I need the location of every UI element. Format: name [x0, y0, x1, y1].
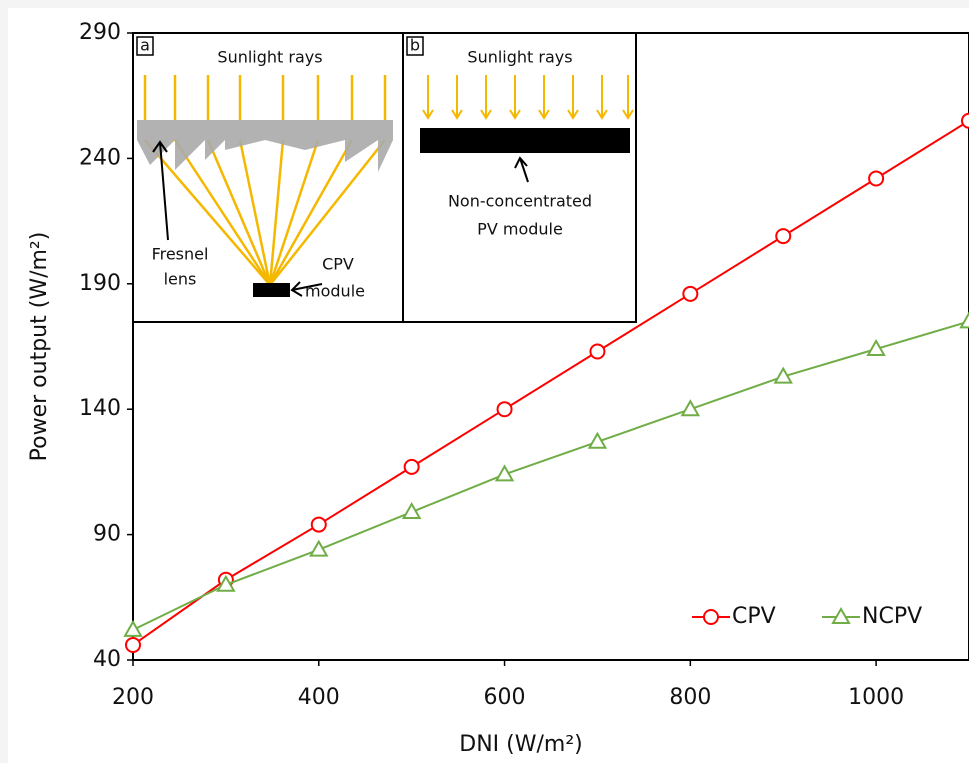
line [132, 119, 969, 646]
x-axis-label: DNI (W/m²) [459, 732, 582, 757]
annotation: b [410, 36, 420, 55]
legend: CPV NCPV [692, 604, 922, 629]
marker [682, 285, 699, 302]
y-axis-label: Power output (W/m²) [27, 232, 52, 462]
legend-label: CPV [732, 604, 776, 629]
series [125, 112, 969, 653]
marker [309, 539, 329, 557]
cpv-module [253, 283, 290, 297]
marker [494, 464, 515, 482]
inset-b-tag [406, 36, 424, 56]
marker [216, 574, 236, 592]
arrow [514, 156, 529, 183]
y-tick-label: 240 [79, 145, 121, 170]
series [123, 311, 969, 637]
rays-b [422, 75, 634, 120]
y-tick-label: 290 [79, 20, 121, 45]
arrow [152, 140, 169, 241]
y-tick-label: 90 [93, 522, 121, 547]
marker [401, 502, 422, 520]
x-tick-label: 600 [484, 685, 526, 710]
legend-marker [831, 606, 851, 624]
marker [589, 343, 606, 360]
annotation: lens [164, 270, 197, 289]
y-tick-label: 140 [79, 396, 121, 421]
y-tick-label: 40 [93, 647, 121, 672]
marker [773, 366, 793, 384]
marker [868, 170, 885, 187]
marker [403, 458, 420, 475]
y-tick-label: 190 [79, 271, 121, 296]
inset-a-tag [136, 36, 154, 56]
arrow [290, 281, 323, 297]
marker [866, 338, 886, 357]
rays-a [143, 75, 387, 286]
annotation: Non-concentrated [448, 192, 592, 211]
x-tick-label: 800 [669, 685, 711, 710]
line [132, 320, 969, 631]
marker [961, 112, 969, 129]
marker [959, 311, 969, 329]
x-tick-label: 400 [298, 685, 340, 710]
marker [680, 399, 701, 417]
legend-marker [703, 609, 719, 625]
annotation: Sunlight rays [467, 48, 572, 67]
legend-label: NCPV [862, 604, 922, 629]
insets [132, 32, 637, 323]
x-tick-label: 1000 [848, 685, 904, 710]
annotation: Fresnel [152, 245, 209, 264]
annotation: a [140, 36, 150, 55]
annotation: PV module [477, 220, 563, 239]
marker [310, 516, 327, 533]
annotation: CPV [322, 255, 354, 274]
annotation: module [305, 282, 365, 301]
marker [123, 619, 143, 637]
marker [496, 401, 513, 418]
inset-b-frame [402, 32, 637, 323]
marker [775, 228, 792, 245]
x-tick-label: 200 [112, 685, 154, 710]
marker [587, 431, 608, 449]
annotation: Sunlight rays [217, 48, 322, 67]
pv-module [420, 128, 630, 153]
marker [125, 636, 141, 653]
fresnel-lens [137, 120, 393, 172]
